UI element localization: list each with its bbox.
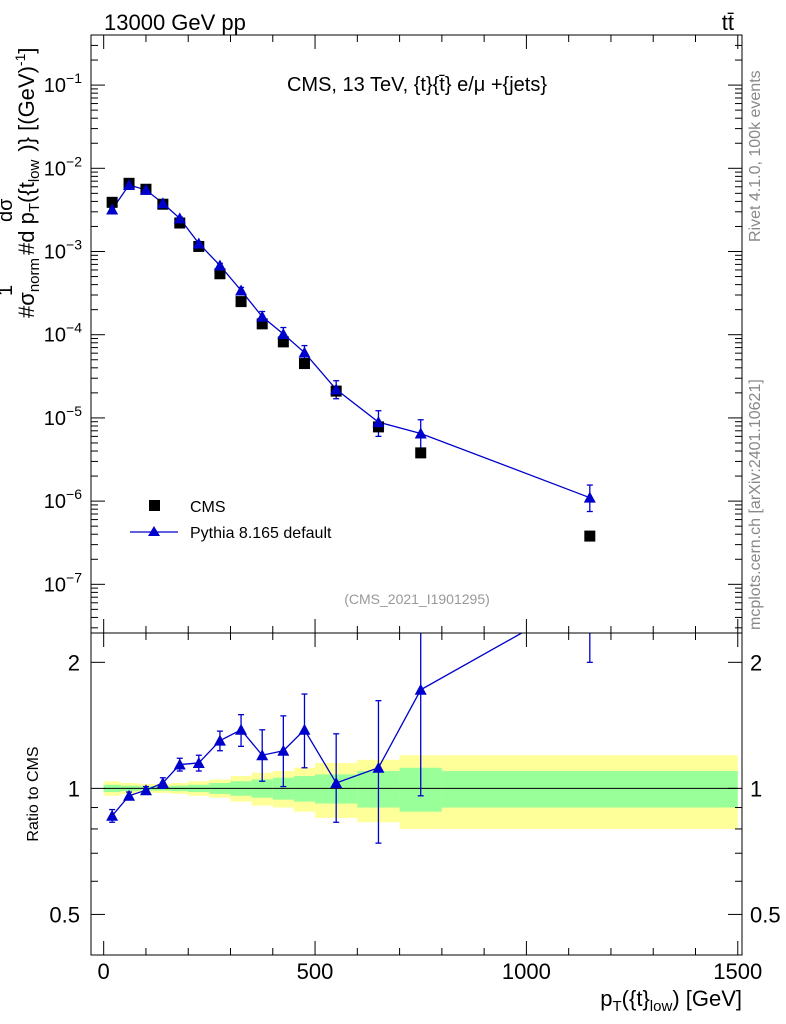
ratio-point (106, 809, 119, 821)
main-y-tick-label: 10−7 (44, 569, 82, 596)
ratio-point (256, 749, 269, 761)
x-tick-label: 1500 (713, 959, 762, 984)
pythia-point (277, 327, 290, 339)
header-process: 13000 GeV pp (104, 10, 246, 35)
main-y-tick-label: 10−6 (44, 486, 82, 513)
cms-point (214, 268, 226, 280)
ratio-point (173, 758, 186, 770)
pythia-point (213, 259, 226, 271)
cms-point (256, 318, 268, 330)
ratio-y-tick-label: 1 (68, 776, 80, 801)
x-tick-label: 500 (297, 959, 334, 984)
ratio-point (139, 784, 152, 796)
main-y-tick-label: 10−5 (44, 403, 82, 430)
main-y-axis-frac1-numerator: 1 (0, 285, 17, 296)
main-y-tick-label: 10−1 (44, 70, 82, 97)
x-tick-label: 1000 (502, 959, 551, 984)
pythia-point (330, 383, 343, 395)
ratio-y-tick-label-right: 2 (750, 650, 762, 675)
main-y-tick-labels: 10−7 10−6 10−5 10−4 10−3 10−2 10−1 (44, 70, 82, 596)
pythia-point (298, 346, 311, 358)
pythia-point (372, 416, 385, 428)
pythia-point (139, 183, 152, 195)
ratio-point (277, 744, 290, 756)
ratio-y-tick-labels: 0.5 0.5 1 1 2 2 (49, 650, 780, 927)
ratio-point (235, 723, 248, 735)
ratio-y-tick-label: 0.5 (49, 902, 80, 927)
main-axis-ticks (91, 34, 742, 633)
cms-point (584, 530, 596, 542)
x-axis-label: pT({t}low) [GeV] (600, 986, 742, 1015)
ratio-y-tick-label-right: 0.5 (750, 902, 781, 927)
ratio-data-layer (106, 633, 593, 844)
main-y-axis-label: #σnorm#d pT({tlow)} [(GeV)-1] (12, 48, 43, 319)
ratio-point (330, 776, 343, 788)
legend-pythia-label: Pythia 8.165 default (190, 525, 332, 542)
pythia-point (173, 212, 186, 224)
ratio-y-axis-label: Ratio to CMS (25, 746, 42, 841)
main-y-tick-label: 10−4 (44, 320, 82, 347)
mcplots-credit-text: mcplots.cern.ch [arXiv:2401.10621] (747, 379, 764, 630)
pythia-point (106, 203, 119, 215)
main-title: CMS, 13 TeV, {t}{t̄} e/μ +{jets} (287, 74, 547, 96)
ratio-point (192, 756, 205, 768)
main-y-axis-frac2-numerator: dσ (0, 198, 17, 222)
main-y-tick-label: 10−2 (44, 153, 82, 180)
legend-cms-marker (149, 500, 160, 511)
ratio-point (372, 761, 385, 773)
cms-point (277, 336, 289, 348)
ratio-frame (90, 632, 743, 956)
legend-pythia-marker (148, 526, 160, 536)
main-y-tick-label: 10−3 (44, 237, 82, 264)
legend: CMS Pythia 8.165 default (130, 499, 332, 542)
cms-point (235, 296, 247, 308)
pythia-point (192, 237, 205, 249)
ratio-point (298, 723, 311, 735)
x-tick-label: 0 (98, 959, 110, 984)
ratio-panel: 0.5 0.5 1 1 2 2 0 500 1000 1500 Ratio to CMS pT(… (25, 632, 781, 1015)
ratio-point (414, 683, 427, 695)
pythia-point (256, 310, 269, 322)
rivet-version-text: Rivet 4.1.0, 100k events (747, 70, 764, 242)
pythia-point (235, 284, 248, 296)
pythia-point (583, 491, 596, 503)
ratio-point (213, 734, 226, 746)
main-data-layer (106, 177, 596, 542)
ratio-x-tick-labels: 0 500 1000 1500 (98, 959, 763, 984)
pythia-point (414, 427, 427, 439)
pythia-point (156, 197, 169, 209)
cms-point (106, 196, 118, 208)
ratio-y-tick-label-right: 1 (750, 776, 762, 801)
analysis-watermark: (CMS_2021_I1901295) (344, 591, 490, 607)
header-final-state: tt̄ (722, 10, 734, 35)
ratio-point (156, 776, 169, 788)
ratio-point (123, 789, 136, 801)
pythia-point (123, 178, 136, 190)
ratio-y-tick-label: 2 (68, 650, 80, 675)
legend-cms-label: CMS (190, 499, 226, 516)
main-panel: 10−7 10−6 10−5 10−4 10−3 10−2 10−1 CMS, 13 TeV… (0, 34, 743, 634)
cms-point (415, 447, 427, 459)
cms-point (298, 358, 310, 370)
ratio-inner-band (441, 771, 738, 808)
